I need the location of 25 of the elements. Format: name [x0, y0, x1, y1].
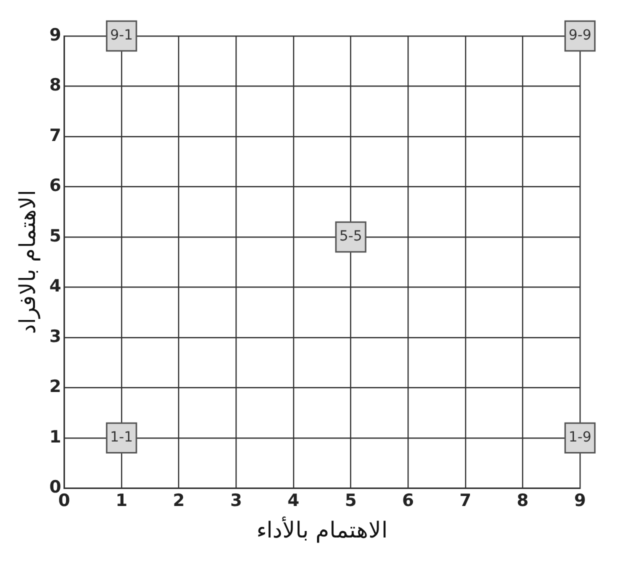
x-tick-label: 6 — [402, 490, 414, 511]
y-tick-label: 8 — [49, 76, 62, 96]
data-label: 1-1 — [110, 430, 133, 446]
x-tick-label: 2 — [172, 490, 185, 511]
x-tick-label: 5 — [344, 490, 357, 511]
y-axis-title: الاهتمام بالافراد — [16, 190, 41, 334]
y-tick-label: 9 — [49, 25, 62, 46]
y-tick-label: 1 — [49, 427, 62, 448]
x-axis-title: الاهتمام بالأداء — [256, 516, 388, 544]
data-label: 1-9 — [568, 430, 592, 446]
x-tick-label: 4 — [288, 490, 300, 511]
data-label: 9-1 — [110, 28, 133, 44]
x-tick-label: 3 — [230, 490, 242, 511]
x-tick-label: 8 — [516, 490, 529, 511]
data-label: 9-9 — [568, 28, 592, 44]
y-tick-label: 7 — [49, 126, 62, 146]
x-tick-label: 9 — [574, 490, 586, 511]
x-tick-label: 1 — [116, 490, 128, 511]
y-tick-label: 4 — [49, 276, 62, 297]
x-tick-label: 7 — [459, 490, 472, 511]
data-label: 5-5 — [339, 228, 362, 245]
y-tick-label: 3 — [49, 326, 62, 347]
y-tick-label: 6 — [49, 176, 62, 196]
y-tick-label: 5 — [49, 226, 62, 246]
y-tick-label: 2 — [49, 377, 62, 398]
